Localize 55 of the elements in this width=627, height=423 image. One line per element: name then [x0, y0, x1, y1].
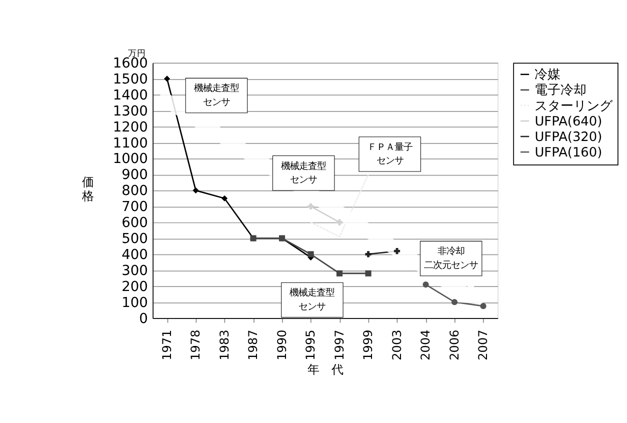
y-tick-label: 1000	[112, 151, 148, 168]
y-tick-label: 1600	[112, 56, 148, 72]
x-tick-label: 1999	[361, 330, 376, 360]
annotation: 機械走査型センサ	[194, 83, 239, 108]
annotation: ＦＰＡ量子センサ	[367, 142, 412, 167]
point	[221, 195, 228, 202]
x-tick-label: 1997	[332, 330, 346, 360]
y-tick-label: 900	[122, 167, 148, 184]
y-tick-label: 1100	[112, 135, 148, 152]
y-tick-label: 1300	[112, 103, 148, 120]
x-axis-title: 年 代	[308, 362, 344, 376]
point	[480, 303, 486, 310]
point	[422, 282, 429, 288]
x-tick-label: 2006	[447, 330, 462, 360]
y-tick-label: 300	[122, 262, 148, 279]
y-tick-label: 200	[122, 278, 148, 295]
y-tick-label: 1400	[112, 87, 148, 104]
point	[365, 251, 372, 258]
legend-label: UFPA(320)	[534, 130, 602, 145]
point	[394, 248, 400, 254]
y-tick-label: 800	[122, 183, 148, 200]
legend-label: スターリング	[534, 98, 614, 114]
x-tick-label: 2004	[418, 330, 433, 360]
point	[308, 203, 314, 210]
point	[192, 187, 199, 194]
x-tick-label: 2007	[476, 330, 490, 360]
legend-label: UFPA(160)	[534, 145, 602, 160]
x-tick-label: 1990	[274, 330, 289, 360]
y-tick-label: 600	[122, 215, 148, 232]
y-tick-label: 500	[122, 231, 148, 248]
legend-label: 電子冷却	[534, 83, 587, 98]
annotation: 機械走査型センサ	[290, 288, 335, 312]
annotation: 機械走査型センサ	[281, 160, 326, 186]
legend-label: UFPA(640)	[534, 114, 602, 130]
y-tick-label: 100	[122, 294, 148, 311]
x-tick-label: 1987	[246, 330, 260, 360]
x-tick-label: 1995	[304, 330, 318, 360]
x-tick-label: 1971	[160, 330, 174, 360]
legend-label: 冷媒	[534, 68, 561, 83]
x-tick-label: 1978	[188, 330, 203, 360]
point	[365, 270, 372, 276]
y-axis-title: 価格	[80, 175, 94, 203]
y-tick-label: 1200	[112, 119, 148, 136]
y-tick-label: 1500	[112, 71, 148, 88]
x-tick-label: 1983	[217, 330, 232, 360]
point	[336, 270, 343, 276]
point	[164, 76, 170, 82]
x-tick-label: 2003	[390, 330, 404, 360]
point	[308, 251, 314, 258]
annotation: 非冷却二次元センサ	[424, 246, 478, 272]
point	[336, 219, 343, 226]
point	[451, 299, 458, 306]
y-tick-label: 400	[122, 246, 148, 263]
y-tick-label: 700	[122, 199, 148, 216]
y-tick-label: 0	[139, 310, 148, 327]
